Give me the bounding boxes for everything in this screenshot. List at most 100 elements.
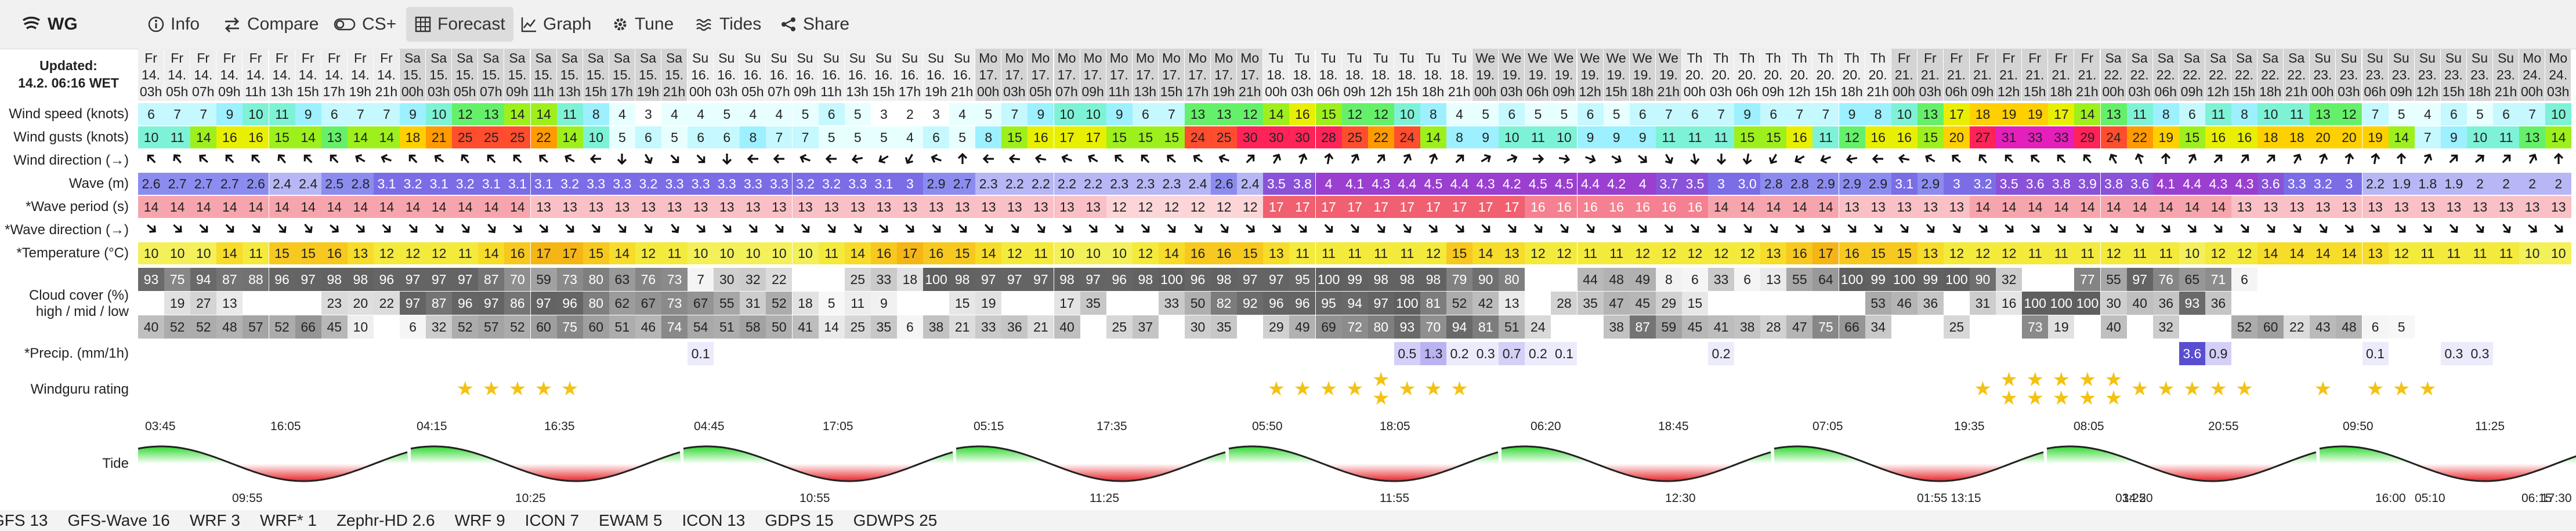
tide-line — [683, 445, 953, 482]
column-header: Su 16. 00h — [688, 49, 714, 101]
cell-precip — [740, 342, 766, 365]
direction-arrow-icon — [2153, 150, 2179, 172]
cell-wave-period: 14 — [2152, 196, 2179, 218]
model-tab[interactable]: GFS-Wave 16 — [67, 511, 170, 529]
model-tab[interactable]: GDWPS 25 — [853, 511, 938, 529]
tide-low-time: 17:30 — [2541, 492, 2572, 505]
direction-arrow-icon — [2493, 219, 2519, 241]
rating-star-icon: ★ — [2000, 369, 2018, 391]
share-button[interactable]: Share — [772, 7, 858, 42]
cell-wave-period: 13 — [1001, 196, 1028, 218]
cloud-low-cell: 30 — [1185, 315, 1211, 339]
tide-high-time: 19:35 — [1954, 420, 1985, 433]
cell-temp: 14 — [2284, 242, 2310, 264]
cell-precip: 0.3 — [2440, 342, 2467, 365]
graph-button[interactable]: Graph — [512, 7, 599, 42]
direction-arrow-icon — [1237, 219, 1263, 241]
model-tab[interactable]: GDPS 15 — [765, 511, 834, 529]
cloud-high-cell — [2048, 268, 2074, 291]
cloud-low-cell: 49 — [1289, 315, 1316, 339]
tune-button[interactable]: Tune — [603, 7, 682, 42]
cell-wind-gusts: 33 — [2022, 126, 2049, 148]
cell-precip: 0.7 — [1499, 342, 1525, 365]
model-tab[interactable]: WRF* 1 — [259, 511, 317, 529]
cell-wave: 3 — [896, 173, 923, 195]
tides-button[interactable]: Tides — [687, 7, 769, 42]
cell-wave: 3.2 — [2310, 173, 2336, 195]
cell-precip — [1316, 342, 1342, 365]
column-header: We 19. 06h — [1525, 49, 1551, 101]
column-header: Tu 18. 00h — [1263, 49, 1289, 101]
column-header: Th 20. 09h — [1760, 49, 1786, 101]
cell-temp: 16 — [504, 242, 531, 264]
cell-precip: 0.3 — [2466, 342, 2493, 365]
cloud-high-cell: 6 — [1681, 268, 1708, 291]
cell-wind-gusts: 15 — [2179, 126, 2205, 148]
cell-wave-period: 14 — [1760, 196, 1787, 218]
direction-arrow-icon — [2022, 150, 2048, 172]
cell-wind-speed: 15 — [1315, 103, 1342, 125]
forecast-button[interactable]: Forecast — [406, 7, 513, 42]
cell-temp: 13 — [1263, 242, 1290, 264]
cloud-high-cell: 55 — [2100, 268, 2127, 291]
cell-wind-gusts: 17 — [1054, 126, 1080, 148]
cell-precip: 0.3 — [1472, 342, 1499, 365]
cell-wind-speed: 5 — [2466, 103, 2493, 125]
tide-low-time: 03:25 — [2115, 492, 2146, 505]
cell-precip — [609, 342, 635, 365]
cell-temp: 10 — [164, 242, 191, 264]
cloud-low-cell: 38 — [923, 315, 950, 339]
direction-arrow-icon — [1551, 150, 1577, 172]
cell-precip — [2284, 342, 2310, 365]
cloud-mid-cell: 95 — [1315, 292, 1342, 315]
model-tab[interactable]: ICON 7 — [524, 511, 580, 529]
cell-wind-gusts: 20 — [2310, 126, 2336, 148]
cloud-high-cell: 75 — [164, 268, 191, 291]
cell-wave-period: 14 — [1708, 196, 1735, 218]
rating-star-icon: ★ — [2026, 369, 2044, 391]
cloud-low-cell: 32 — [426, 315, 453, 339]
model-tab[interactable]: Zephr-HD 2.6 — [336, 511, 435, 529]
direction-arrow-icon — [2336, 150, 2362, 172]
column-header: Mo 17. 13h — [1132, 49, 1158, 101]
cloud-mid-cell — [1027, 292, 1054, 315]
direction-arrow-icon — [1499, 219, 1525, 241]
cs-button[interactable]: CS+ — [325, 7, 404, 42]
cell-wind-gusts: 14 — [347, 126, 374, 148]
direction-arrow-icon — [138, 150, 164, 172]
cloud-low-cell: 29 — [1263, 315, 1290, 339]
row-label-tide: Tide — [102, 456, 129, 471]
cloud-high-cell — [2519, 268, 2545, 291]
info-button[interactable]: Info — [139, 7, 208, 42]
cloud-high-cell — [2415, 268, 2441, 291]
model-tab[interactable]: WRF 9 — [454, 511, 505, 529]
model-tab[interactable]: GFS 13 — [0, 511, 48, 529]
cloud-high-cell: 97 — [975, 268, 1002, 291]
cell-temp: 10 — [2519, 242, 2546, 264]
cell-temp: 11 — [1367, 242, 1394, 264]
model-tab[interactable]: ICON 13 — [682, 511, 746, 529]
model-tab[interactable]: EWAM 5 — [599, 511, 663, 529]
column-header: Fr 14. 17h — [321, 49, 347, 101]
cloud-low-cell: 52 — [452, 315, 479, 339]
cell-precip — [452, 342, 478, 365]
cell-wind-speed: 5 — [714, 103, 740, 125]
direction-arrow-icon — [583, 219, 609, 241]
cell-wind-speed: 9 — [216, 103, 243, 125]
cell-wind-gusts: 7 — [792, 126, 819, 148]
windguru-logo[interactable]: WG — [21, 10, 78, 38]
cloud-high-cell: 99 — [1917, 268, 1944, 291]
model-tab[interactable]: WRF 3 — [189, 511, 240, 529]
cloud-mid-cell: 47 — [1603, 292, 1630, 315]
cloud-mid-cell: 29 — [1655, 292, 1682, 315]
cell-wind-gusts: 8 — [740, 126, 766, 148]
cell-wave-period: 12 — [1185, 196, 1211, 218]
cell-wind-gusts: 20 — [2336, 126, 2362, 148]
cell-wind-speed: 8 — [1420, 103, 1446, 125]
cell-wind-gusts: 16 — [1891, 126, 1917, 148]
compare-button[interactable]: Compare — [215, 7, 327, 42]
cell-temp: 17 — [556, 242, 583, 264]
cell-wave-period: 13 — [975, 196, 1002, 218]
cloud-low-cell — [2545, 315, 2571, 339]
cell-wave: 3.5 — [1996, 173, 2023, 195]
